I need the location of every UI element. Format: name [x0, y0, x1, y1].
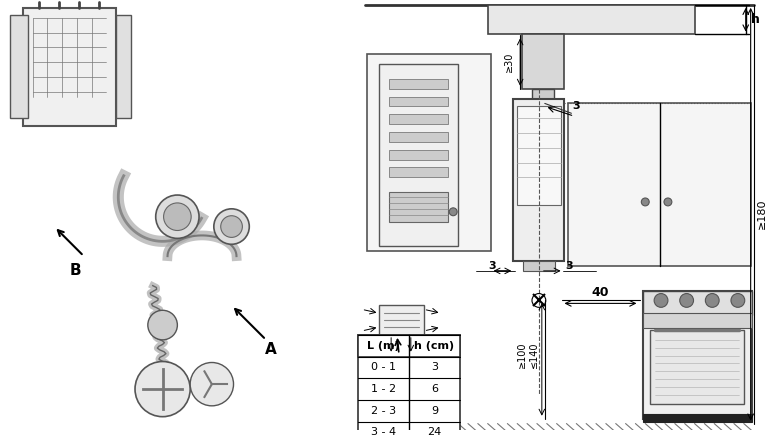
Bar: [517, 106, 561, 205]
Bar: [514, 98, 564, 261]
Bar: [650, 330, 744, 404]
Circle shape: [190, 363, 233, 406]
Text: 3: 3: [489, 261, 497, 271]
Bar: [643, 291, 752, 315]
Bar: [522, 35, 564, 89]
Text: 2 - 3: 2 - 3: [370, 406, 396, 416]
Bar: [380, 64, 458, 246]
Bar: [367, 54, 490, 251]
Text: 24: 24: [427, 427, 441, 437]
Bar: [389, 97, 448, 106]
Text: h: h: [752, 13, 760, 26]
Bar: [532, 89, 554, 104]
Circle shape: [449, 208, 457, 216]
Bar: [389, 167, 448, 177]
Text: 9: 9: [431, 406, 438, 416]
Bar: [389, 79, 448, 89]
Text: 3: 3: [431, 362, 438, 372]
Text: B: B: [70, 264, 82, 278]
Text: 3 - 4: 3 - 4: [370, 427, 396, 437]
Text: 0 - 1: 0 - 1: [370, 362, 396, 372]
Circle shape: [135, 361, 190, 416]
Text: 3: 3: [573, 101, 580, 111]
Circle shape: [654, 294, 668, 307]
Bar: [643, 291, 752, 419]
Text: ≥180: ≥180: [756, 198, 766, 229]
Circle shape: [641, 198, 649, 206]
Bar: [10, 15, 28, 118]
Text: A: A: [265, 342, 277, 357]
Circle shape: [731, 294, 745, 307]
Bar: [487, 5, 695, 35]
Text: 40: 40: [591, 286, 609, 299]
Circle shape: [163, 203, 191, 230]
Bar: [23, 8, 116, 126]
Text: L (m): L (m): [367, 341, 400, 351]
Circle shape: [680, 294, 694, 307]
Circle shape: [156, 195, 199, 238]
Text: 3: 3: [566, 261, 573, 271]
Text: 6: 6: [431, 384, 438, 394]
Text: ≥30: ≥30: [504, 52, 514, 72]
Text: ≥100: ≥100: [517, 341, 527, 368]
Bar: [643, 313, 752, 328]
Bar: [389, 132, 448, 142]
Bar: [389, 192, 448, 222]
Bar: [389, 114, 448, 124]
Text: h (cm): h (cm): [414, 341, 454, 351]
Bar: [389, 150, 448, 160]
Circle shape: [664, 198, 672, 206]
Circle shape: [221, 216, 243, 237]
Bar: [643, 414, 752, 422]
Bar: [116, 15, 131, 118]
Circle shape: [214, 209, 249, 244]
Bar: [568, 104, 751, 266]
Text: 1 - 2: 1 - 2: [370, 384, 396, 394]
Bar: [523, 261, 554, 271]
Circle shape: [148, 310, 177, 340]
Bar: [357, 335, 460, 437]
Text: ≤140: ≤140: [529, 341, 539, 368]
Circle shape: [705, 294, 719, 307]
Bar: [357, 335, 460, 357]
Bar: [380, 305, 424, 335]
